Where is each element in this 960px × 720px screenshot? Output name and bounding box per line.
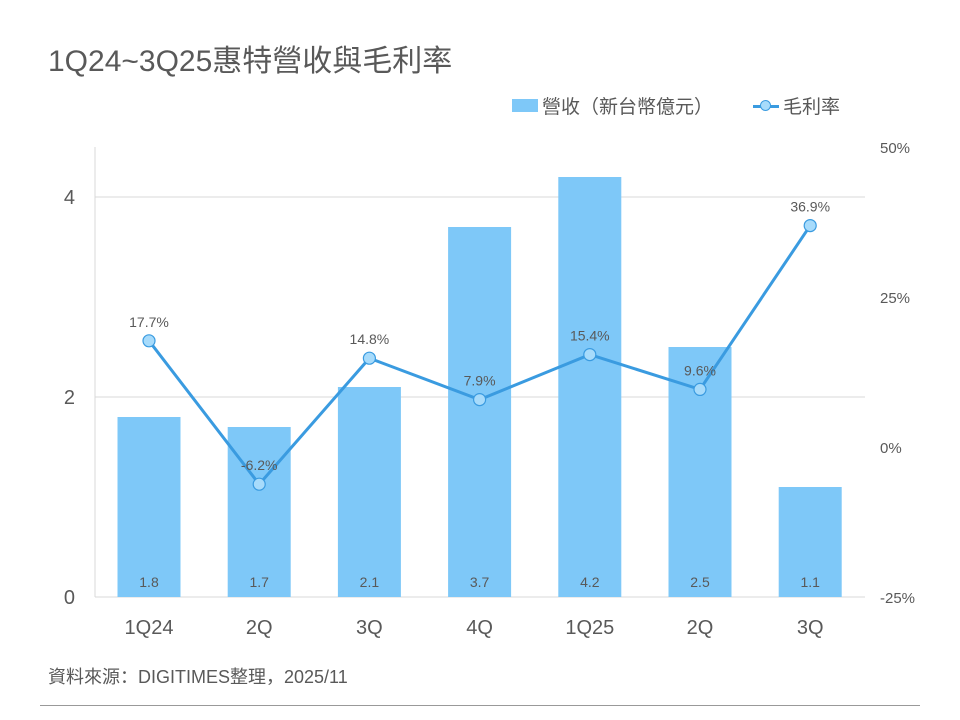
- right-tick-label: 25%: [880, 290, 910, 307]
- bottom-divider: [40, 705, 920, 706]
- x-tick-label: 3Q: [797, 617, 824, 639]
- left-tick-label: 0: [64, 587, 75, 609]
- chart-title: 1Q24~3Q25惠特營收與毛利率: [48, 45, 453, 78]
- right-tick-label: -25%: [880, 590, 915, 607]
- x-tick-label: 2Q: [687, 617, 714, 639]
- legend-bar-swatch: [512, 99, 538, 112]
- source-note: 資料來源：DIGITIMES整理，2025/11: [48, 667, 348, 687]
- bar: [778, 487, 842, 597]
- legend-line-swatch: [753, 99, 780, 113]
- margin-label: 14.8%: [350, 331, 390, 347]
- bar-label: 1.1: [800, 574, 820, 590]
- margin-point: [362, 351, 376, 365]
- margin-label: 15.4%: [570, 328, 610, 344]
- margin-point: [693, 382, 707, 396]
- bar-label: 2.1: [360, 574, 380, 590]
- bar: [117, 417, 181, 597]
- margin-point: [252, 477, 266, 491]
- margin-point: [803, 219, 817, 233]
- margin-label: 36.9%: [790, 199, 830, 215]
- margin-label: -6.2%: [241, 457, 278, 473]
- bar-label: 1.7: [249, 574, 269, 590]
- legend: 營收（新台幣億元） 毛利率: [512, 92, 840, 119]
- bar-label: 4.2: [580, 574, 600, 590]
- bar: [558, 177, 622, 597]
- margin-point: [583, 348, 597, 362]
- legend-revenue: 營收（新台幣億元）: [542, 97, 714, 118]
- x-tick-label: 3Q: [356, 617, 383, 639]
- margin-point: [473, 393, 487, 407]
- bar: [337, 387, 401, 597]
- margin-label: 17.7%: [129, 314, 169, 330]
- left-tick-label: 4: [64, 187, 75, 209]
- right-tick-label: 0%: [880, 440, 902, 457]
- bar-label: 1.8: [139, 574, 159, 590]
- bar: [227, 427, 291, 597]
- bar: [448, 227, 512, 597]
- left-tick-label: 2: [64, 387, 75, 409]
- x-tick-label: 1Q25: [565, 617, 614, 639]
- legend-margin: 毛利率: [783, 97, 841, 118]
- x-tick-label: 4Q: [466, 617, 493, 639]
- x-tick-label: 1Q24: [125, 617, 174, 639]
- bar-label: 2.5: [690, 574, 710, 590]
- right-tick-label: 50%: [880, 140, 910, 157]
- x-tick-label: 2Q: [246, 617, 273, 639]
- bar-label: 3.7: [470, 574, 490, 590]
- margin-label: 9.6%: [684, 362, 716, 378]
- margin-point: [142, 334, 156, 348]
- margin-label: 7.9%: [464, 373, 496, 389]
